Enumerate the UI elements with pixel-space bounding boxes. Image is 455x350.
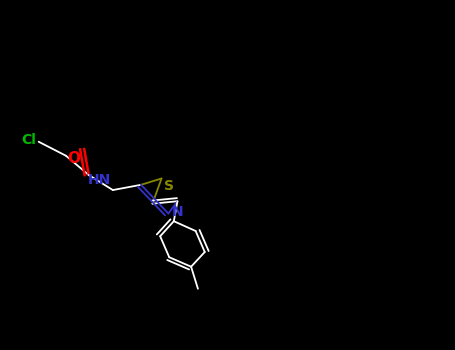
Text: HN: HN (87, 173, 111, 187)
Text: O: O (67, 150, 81, 166)
Text: S: S (164, 179, 174, 193)
Text: N: N (172, 205, 184, 219)
Text: Cl: Cl (21, 133, 36, 147)
